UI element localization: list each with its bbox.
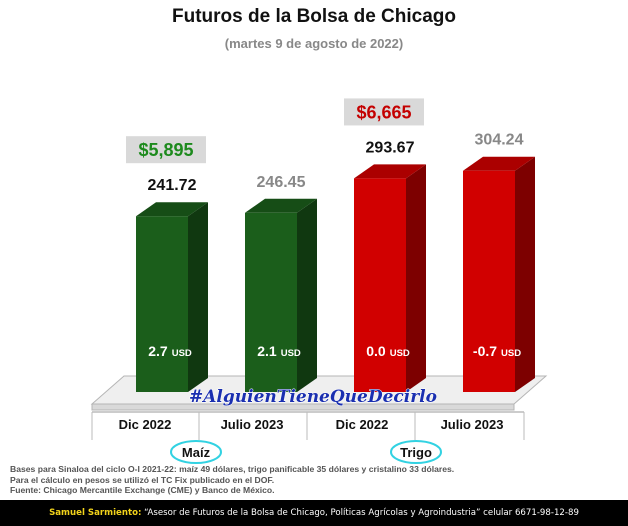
bar-change-label-1: 2.1 USD — [257, 343, 301, 359]
category-label-3: Julio 2023 — [441, 417, 504, 432]
bar-0 — [136, 216, 188, 392]
price-badge-bg-1 — [344, 98, 424, 126]
bar-value-label-3: 304.24 — [475, 132, 524, 149]
note-exchange-rate: Para el cálculo en pesos se utilizó el T… — [10, 474, 275, 485]
footer-banner: Samuel Sarmiento: “Asesor de Futuros de … — [0, 500, 628, 526]
group-label-1: Trigo — [400, 445, 432, 460]
bar-3 — [463, 170, 515, 392]
watermark-hashtag: #AlguienTieneQueDecirlo — [189, 387, 437, 407]
note-source: Fuente: Chicago Mercantile Exchange (CME… — [10, 485, 275, 495]
bar-value-label-0: 241.72 — [148, 177, 197, 194]
chart-floor-edge — [91, 403, 515, 411]
bar-side-3 — [515, 156, 535, 392]
notes: Bases para Sinaloa del ciclo O-I 2021-22… — [10, 464, 620, 496]
price-badge-1: $6,665 — [356, 102, 411, 122]
bar-top-2 — [354, 164, 426, 179]
category-label-0: Dic 2022 — [119, 417, 172, 432]
category-label-2: Dic 2022 — [336, 417, 389, 432]
bar-side-0 — [188, 202, 208, 392]
bar-2 — [354, 178, 406, 392]
bar-value-label-2: 293.67 — [366, 139, 415, 156]
bar-1 — [245, 212, 297, 392]
group-ellipse-1 — [390, 440, 442, 464]
bar-change-label-0: 2.7 USD — [148, 343, 192, 359]
bar-top-0 — [136, 202, 208, 217]
category-label-1: Julio 2023 — [221, 417, 284, 432]
note-bases: Bases para Sinaloa del ciclo O-I 2021-22… — [10, 464, 455, 474]
footer-text: “Asesor de Futuros de la Bolsa de Chicag… — [141, 508, 579, 518]
group-label-0: Maíz — [182, 445, 211, 460]
bar-top-3 — [463, 156, 535, 171]
bar-top-1 — [245, 198, 317, 213]
group-ellipse-0 — [170, 440, 222, 464]
footer-author: Samuel Sarmiento: — [49, 508, 142, 518]
bar-value-label-1: 246.45 — [257, 174, 306, 191]
price-badge-0: $5,895 — [138, 140, 193, 160]
futures-bar-chart: 2.7 USD 241.72 Dic 2022 2.1 USD 246.45 Julio 20… — [90, 98, 548, 464]
bar-change-label-2: 0.0 USD — [366, 343, 410, 359]
price-badge-bg-0 — [126, 136, 206, 164]
chart-subtitle: (martes 9 de agosto de 2022) — [224, 36, 404, 51]
chart-title: Futuros de la Bolsa de Chicago — [172, 6, 456, 27]
bar-side-2 — [406, 164, 426, 392]
bar-side-1 — [297, 198, 317, 392]
bar-change-label-3: -0.7 USD — [473, 343, 521, 359]
